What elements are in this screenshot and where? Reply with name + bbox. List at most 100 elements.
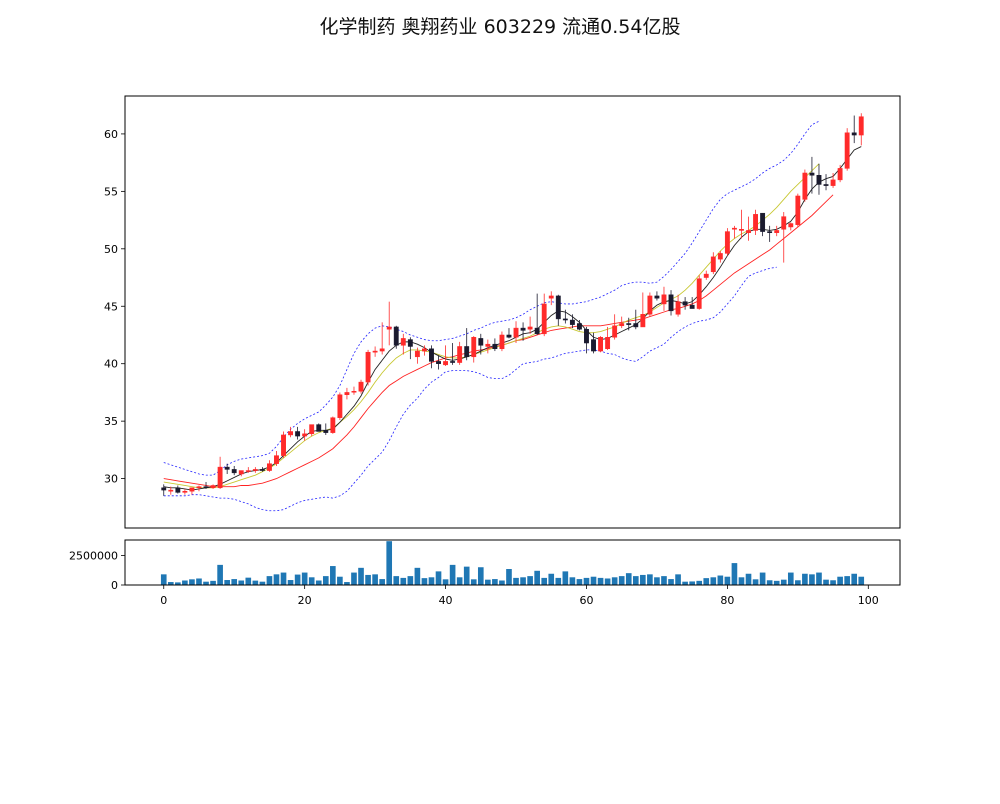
volume-ytick-label: 2500000	[69, 549, 118, 562]
price-ytick-label: 35	[104, 415, 118, 428]
candle	[252, 467, 258, 473]
candle	[591, 332, 596, 354]
volume-bar	[696, 580, 703, 585]
volume-bar	[597, 577, 604, 585]
candle-body	[288, 431, 294, 436]
volume-bar	[294, 574, 301, 585]
volume-bar	[365, 574, 371, 585]
candle	[506, 328, 512, 339]
candle	[746, 216, 751, 241]
candle-body	[689, 304, 695, 309]
candle-body	[584, 328, 589, 344]
candle	[584, 326, 589, 354]
price-ytick-label: 30	[104, 473, 118, 486]
volume-bar	[231, 579, 238, 585]
candle	[619, 316, 625, 329]
candle	[788, 222, 794, 231]
volume-xtick-label: 20	[298, 594, 312, 607]
volume-bar	[449, 564, 456, 585]
candle-body	[654, 295, 660, 299]
candle	[569, 314, 575, 329]
price-panel: 30 35 40 45 50 55 60	[104, 95, 901, 529]
volume-bar	[499, 580, 505, 585]
candle-body	[379, 348, 385, 352]
volume-bar	[421, 578, 428, 585]
volume-bar	[625, 573, 632, 585]
candle	[351, 386, 357, 395]
candle-body	[569, 319, 575, 325]
candle	[696, 275, 702, 310]
volume-bar	[809, 574, 815, 585]
candle-body	[245, 470, 251, 472]
candle-body	[358, 381, 364, 392]
candle-body	[337, 394, 343, 418]
volume-bar	[477, 567, 484, 585]
candle-body	[767, 231, 773, 233]
candle-body	[492, 343, 498, 350]
candle	[499, 331, 505, 352]
candle-body	[316, 424, 322, 432]
volume-bar	[837, 576, 843, 585]
volume-bar	[583, 577, 590, 585]
volume-bar	[710, 577, 717, 585]
volume-bar	[738, 577, 745, 585]
candle	[259, 467, 265, 472]
volume-bar	[245, 577, 252, 585]
candle-body	[576, 323, 582, 330]
candle	[393, 325, 399, 349]
candle	[837, 164, 843, 183]
candle	[478, 333, 484, 355]
candle-body	[802, 172, 808, 200]
candle	[182, 488, 188, 495]
volume-bar	[766, 580, 773, 585]
price-ytick-label: 45	[104, 300, 118, 313]
volume-bar	[393, 576, 400, 585]
candle-body	[534, 327, 540, 335]
volume-bar	[322, 576, 329, 585]
candle-body	[724, 231, 730, 254]
candle-body	[640, 314, 646, 328]
volume-bar	[851, 573, 858, 585]
candle-body	[823, 184, 829, 186]
volume-bar	[555, 577, 562, 585]
volume-bar	[372, 574, 378, 585]
candle	[555, 294, 561, 326]
volume-bar	[259, 581, 266, 585]
volume-bar	[428, 577, 435, 585]
candle	[471, 336, 477, 363]
candle-body	[562, 318, 568, 321]
volume-bar	[301, 572, 308, 585]
candle	[823, 174, 829, 191]
candle	[217, 456, 223, 489]
candle-body	[203, 486, 209, 489]
candle	[464, 328, 470, 361]
volume-bar	[640, 574, 646, 585]
candle	[809, 156, 815, 194]
candle	[358, 379, 364, 394]
candle	[527, 316, 533, 334]
volume-bar	[618, 576, 625, 585]
candle-body	[217, 466, 223, 489]
volume-bar	[703, 578, 710, 585]
candle	[309, 424, 315, 437]
candle-body	[274, 455, 279, 464]
volume-bar	[280, 572, 287, 585]
candle	[605, 326, 611, 350]
candle	[562, 309, 568, 324]
candle	[654, 291, 660, 301]
candle	[647, 292, 653, 317]
candle	[598, 336, 604, 353]
volume-bar	[823, 579, 829, 585]
candle	[689, 297, 695, 309]
candle	[612, 314, 618, 340]
candle-body	[407, 339, 413, 347]
candle-body	[485, 343, 491, 347]
volume-bar	[675, 574, 681, 585]
candle	[795, 193, 801, 227]
volume-xtick-label: 40	[439, 594, 453, 607]
volume-bar	[337, 576, 343, 585]
volume-axes-frame	[124, 539, 901, 586]
volume-bar	[647, 574, 653, 585]
candle	[816, 163, 822, 195]
candle	[429, 345, 434, 369]
